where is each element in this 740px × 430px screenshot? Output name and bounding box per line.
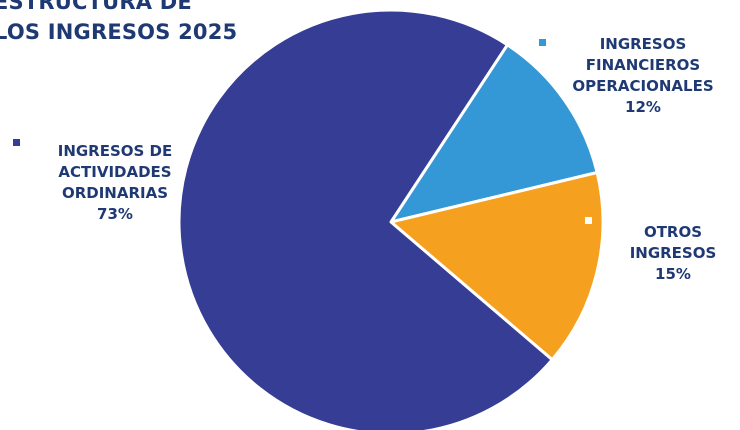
chart-title-line-2: LOS INGRESOS 2025	[0, 20, 238, 44]
slice-label-line: OTROS	[643, 223, 703, 241]
slice-value-label: 15%	[655, 265, 691, 283]
slice-label-line: ACTIVIDADES	[58, 163, 172, 181]
slice-label-line: OPERACIONALES	[572, 77, 714, 95]
slice-label-line: INGRESOS	[629, 244, 717, 262]
legend-marker-actividades-ordinarias	[13, 139, 20, 146]
slice-label-actividades-ordinarias: INGRESOS DE ACTIVIDADES ORDINARIAS 73%	[30, 141, 200, 225]
slice-value-label: 73%	[97, 205, 133, 223]
slice-label-line: INGRESOS DE	[57, 142, 173, 160]
legend-marker-financieros-operacionales	[539, 39, 546, 46]
slice-financieros-operacionales	[389, 43, 599, 224]
slice-otros-ingresos	[389, 171, 605, 362]
chart-title-line-1: ESTRUCTURA DE	[0, 0, 192, 14]
slice-actividades-ordinarias	[177, 8, 554, 430]
slice-label-otros-ingresos: OTROS INGRESOS 15%	[618, 222, 728, 285]
slice-label-line: INGRESOS	[599, 35, 687, 53]
slice-label-financieros-operacionales: INGRESOS FINANCIEROS OPERACIONALES 12%	[560, 34, 726, 118]
slice-label-line: FINANCIEROS	[585, 56, 701, 74]
slice-value-label: 12%	[625, 98, 661, 116]
legend-marker-otros-ingresos	[582, 214, 595, 227]
slice-label-line: ORDINARIAS	[61, 184, 169, 202]
